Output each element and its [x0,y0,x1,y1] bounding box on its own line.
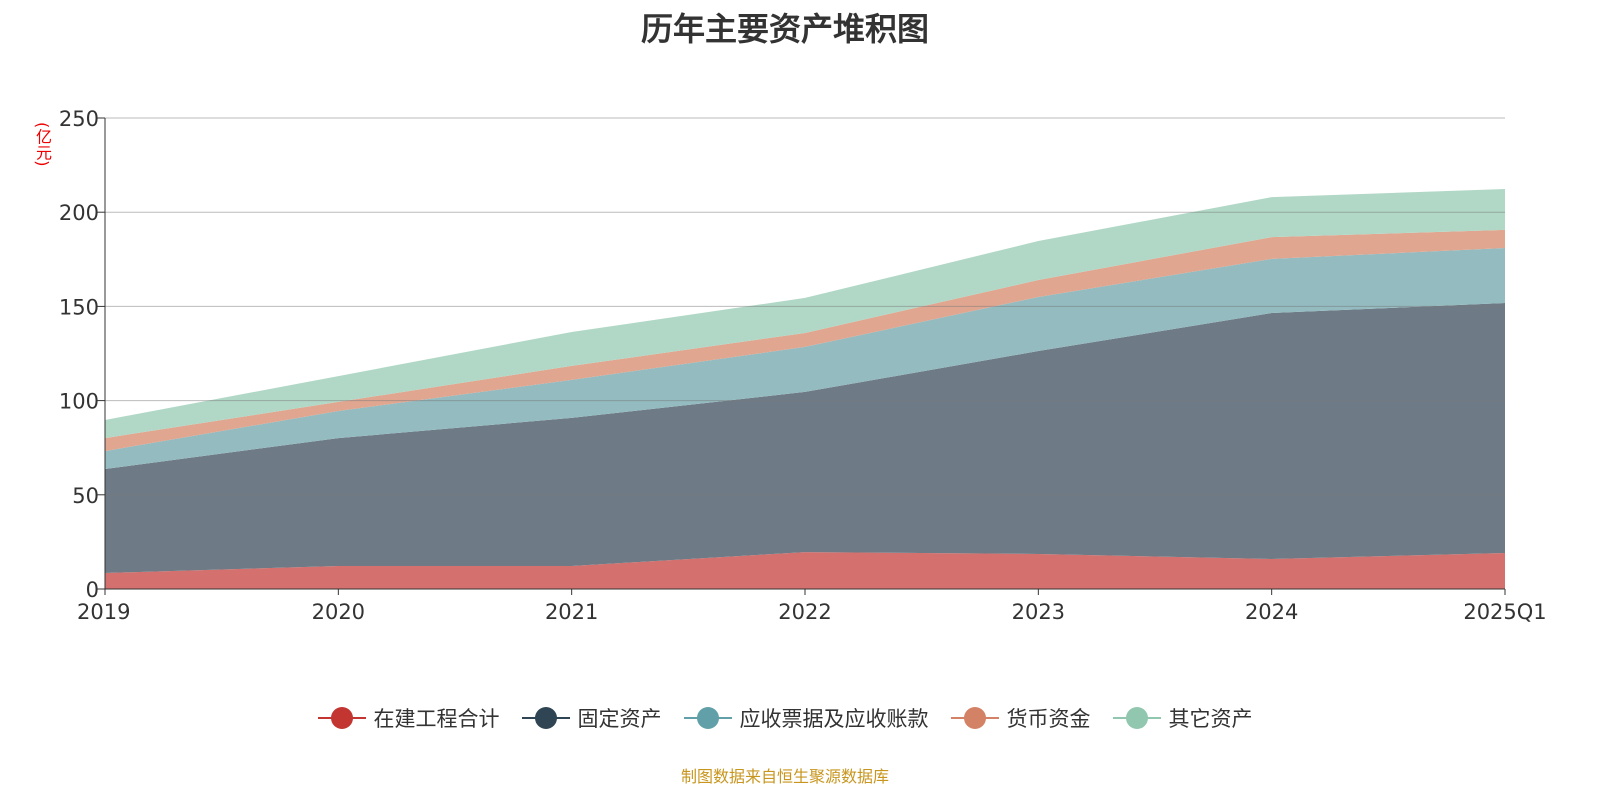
legend-marker-icon [950,707,999,729]
legend-item[interactable]: 其它资产 [1112,703,1253,733]
legend-label: 货币资金 [1006,707,1091,731]
area-series-0 [105,552,1505,589]
x-tick-label: 2021 [545,600,598,624]
area-series-2 [105,247,1505,469]
legend-marker-icon [1112,707,1161,729]
area-series-1 [105,303,1505,573]
legend-item[interactable]: 在建工程合计 [317,703,500,733]
y-tick-label: 150 [59,295,99,319]
legend-marker-icon [521,707,570,729]
legend-marker-icon [683,707,732,729]
legend-item[interactable]: 固定资产 [521,703,662,733]
legend: 在建工程合计 固定资产 应收票据及应收账款 货币资金 其它资产 [0,703,1570,733]
area-series-4 [105,189,1505,439]
y-tick-label: 200 [59,201,99,225]
x-tick-label: 2025Q1 [1463,600,1546,624]
data-source-footer: 制图数据来自恒生聚源数据库 [680,767,889,786]
legend-item[interactable]: 货币资金 [950,703,1091,733]
chart-title: 历年主要资产堆积图 [640,10,929,48]
legend-marker-icon [317,707,366,729]
legend-label: 其它资产 [1168,707,1253,731]
y-tick-label: 0 [86,578,99,602]
x-tick-label: 2022 [778,600,831,624]
x-tick-label: 2023 [1012,600,1065,624]
y-tick-label: 50 [72,484,99,508]
y-tick-label: 100 [59,390,99,414]
x-tick-label: 2024 [1245,600,1298,624]
x-tick-label: 2020 [312,600,365,624]
x-tick-label: 2019 [77,600,130,624]
legend-label: 应收票据及应收账款 [739,707,929,731]
legend-label: 固定资产 [577,707,662,731]
y-axis-unit-label: (亿元) [33,122,52,167]
area-series-3 [105,229,1505,452]
y-tick-label: 250 [59,107,99,131]
plot-area: 0 50 100 150 200 250 2019 2020 2021 2022 2023 2024 2… [59,107,1547,624]
legend-label: 在建工程合计 [373,707,500,731]
legend-item[interactable]: 应收票据及应收账款 [683,703,929,733]
